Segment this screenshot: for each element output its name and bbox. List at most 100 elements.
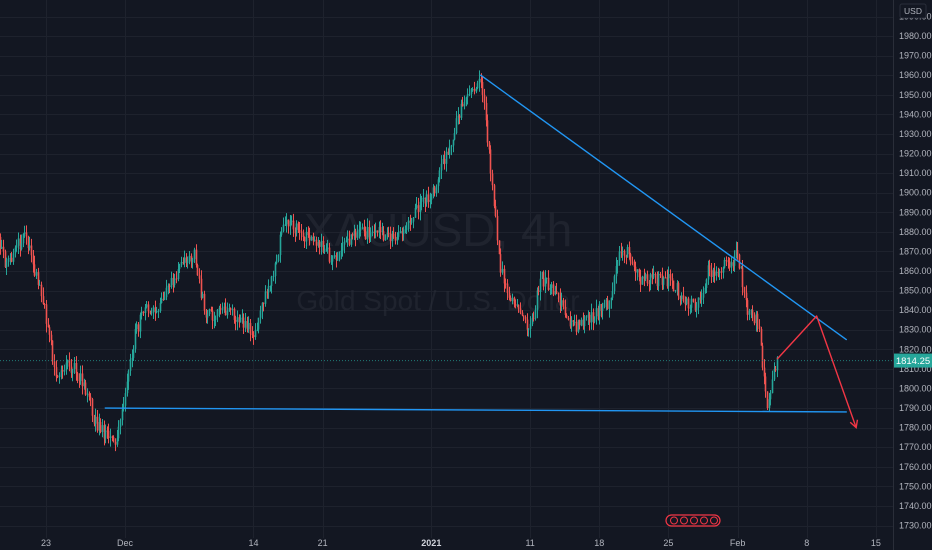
projection-path[interactable] [776,315,857,428]
candle-body [91,399,94,416]
candle-body [206,314,209,318]
candle-body [633,263,636,267]
watermark-description: Gold Spot / U.S. Dollar [296,285,579,316]
candle-body [397,233,400,237]
candle-body [238,317,241,323]
candle-body [294,229,297,234]
candle-body [676,283,679,291]
candle-body [712,270,715,277]
price-tick-label: 1760.00 [899,462,932,472]
resistance-trendline[interactable] [480,74,847,341]
time-tick-label: 14 [248,538,258,548]
candle-body [506,283,509,293]
support-trendline[interactable] [104,407,847,413]
candle-body [358,229,361,233]
candle-body [629,254,632,262]
candle-body [264,291,267,304]
candle-body [290,220,293,222]
candle-body [162,298,165,300]
candle-body [56,376,59,378]
candle-body [590,312,593,323]
candle-body [567,317,570,320]
candle-body [389,233,392,242]
candle-body [524,316,527,320]
candle-body [190,255,193,263]
price-tick-label: 1930.00 [899,129,932,139]
candle-body [679,296,682,300]
candle-body [338,251,341,260]
events-badges[interactable] [665,514,721,527]
candle-body [364,231,367,240]
candle-body [722,267,725,273]
candle-body [318,242,321,247]
candle-body [616,260,619,267]
candle-body [475,88,478,92]
candle-body [743,287,746,293]
candle-body [769,393,772,400]
candle-body [753,315,756,324]
candle-body [98,421,101,431]
candle-body [244,321,247,328]
candle-body [732,262,735,266]
candle-body [155,311,158,313]
candle-body [419,201,422,212]
candle-body [680,295,683,300]
candle-body [303,237,306,242]
candle-body [50,334,53,341]
time-tick-label: 18 [594,538,604,548]
candle-body [149,311,152,314]
candle-body [351,234,354,236]
candle-body [287,219,290,227]
candle-body [489,149,492,174]
current-price-label: 1814.25 [896,356,930,367]
candle-body [165,287,168,298]
candle-body [458,115,461,118]
currency-badge[interactable]: USD [899,3,927,19]
candle-body [690,298,693,308]
candle-body [532,318,535,320]
candle-body [266,291,269,293]
candle-body [417,205,420,212]
time-tick-label: 8 [804,538,809,548]
candle-body [172,277,175,286]
candle-body [374,230,377,233]
chart-drawings[interactable] [0,74,894,429]
candle-body [19,238,22,250]
candle-body [493,185,496,207]
candle-body [531,318,534,324]
candle-body [424,197,427,204]
candle-body [766,391,769,409]
candle-body [412,217,415,222]
price-tick-label: 1810.00 [899,364,932,374]
candle-body [150,311,153,314]
candle-body [231,308,234,310]
candle-body [75,362,78,374]
candle-body [216,309,219,317]
candle-body [201,293,204,298]
candle-body [537,290,540,292]
candle-body [415,205,418,208]
candle-body [186,261,189,264]
candle-body [420,198,423,202]
candle-body [771,379,774,394]
candle-body [534,310,537,319]
candle-body [758,326,761,329]
candle-body [94,416,97,424]
candle-body [541,272,544,279]
candlestick-series[interactable] [0,70,779,452]
candle-body [205,310,208,318]
candle-body [247,322,250,330]
time-axis[interactable]: 23Dec14212021111825Feb81522 [41,538,932,548]
candle-body [182,262,185,264]
time-tick-label: 23 [41,538,51,548]
price-tick-label: 1780.00 [899,423,932,433]
candle-body [47,323,50,328]
candle-body [440,163,443,171]
candle-body [168,285,171,287]
candle-body [666,277,669,287]
candle-body [708,265,711,270]
candle-body [284,224,287,226]
candle-body [140,311,143,315]
candle-body [20,243,23,250]
